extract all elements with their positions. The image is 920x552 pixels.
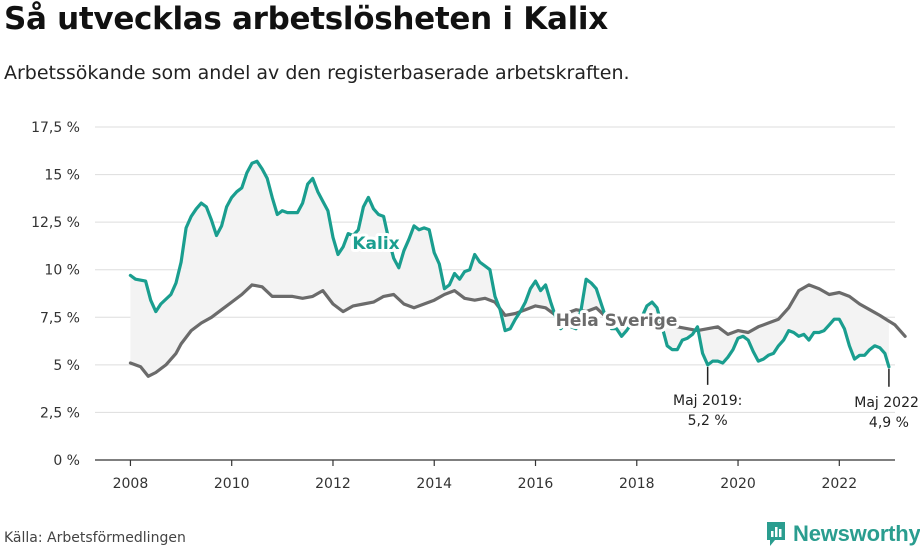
axes: 0 % 2,5 % 5 % 7,5 % 10 % 12,5 % 15 % 17,5 % 2008…	[31, 120, 895, 492]
series-label-kalix-halo: Kalix	[352, 234, 399, 254]
difference-band	[130, 161, 889, 377]
series-lines	[128, 159, 907, 378]
series-line-kalix	[128, 159, 891, 369]
annotation-label: 4,9 %	[869, 415, 909, 431]
newsworthy-logo: Newsworthy	[765, 520, 920, 548]
x-tick-label: 2014	[416, 476, 452, 492]
y-tick-label: 17,5 %	[31, 120, 80, 136]
y-tick-label: 0 %	[53, 453, 80, 469]
x-tick-label: 2022	[821, 476, 857, 492]
source-note: Källa: Arbetsförmedlingen	[4, 530, 186, 546]
series-label-hela-sverige: Hela Sverige	[556, 311, 678, 331]
y-tick-label: 5 %	[53, 358, 80, 374]
newsworthy-logo-text: Newsworthy	[793, 521, 920, 546]
annotation-label: Maj 2019:	[673, 393, 742, 409]
difference-band-area	[130, 161, 889, 377]
x-tick-label: 2016	[518, 476, 554, 492]
x-tick-label: 2010	[214, 476, 250, 492]
x-tick-label: 2008	[113, 476, 149, 492]
y-tick-label: 12,5 %	[31, 215, 80, 231]
series-line-hela-sverige	[128, 283, 907, 378]
series-label-kalix: Kalix	[352, 234, 399, 254]
y-tick-label: 15 %	[44, 168, 80, 184]
y-tick-label: 2,5 %	[40, 405, 80, 421]
y-tick-label: 10 %	[44, 263, 80, 279]
chart-title: Så utvecklas arbetslösheten i Kalix	[4, 1, 608, 37]
x-tick-label: 2012	[315, 476, 351, 492]
series-label-hela-sverige-halo: Hela Sverige	[556, 311, 678, 331]
y-tick-label: 7,5 %	[40, 310, 80, 326]
x-tick-label: 2018	[619, 476, 655, 492]
newsworthy-logo-icon	[767, 522, 785, 546]
x-tick-label: 2020	[720, 476, 756, 492]
annotations: Maj 2019: 5,2 % Maj 2022: 4,9 %	[673, 366, 920, 431]
annotation-label: Maj 2022:	[854, 395, 920, 411]
annotation-label: 5,2 %	[688, 413, 728, 429]
chart-subtitle: Arbetssökande som andel av den registerb…	[4, 62, 630, 84]
